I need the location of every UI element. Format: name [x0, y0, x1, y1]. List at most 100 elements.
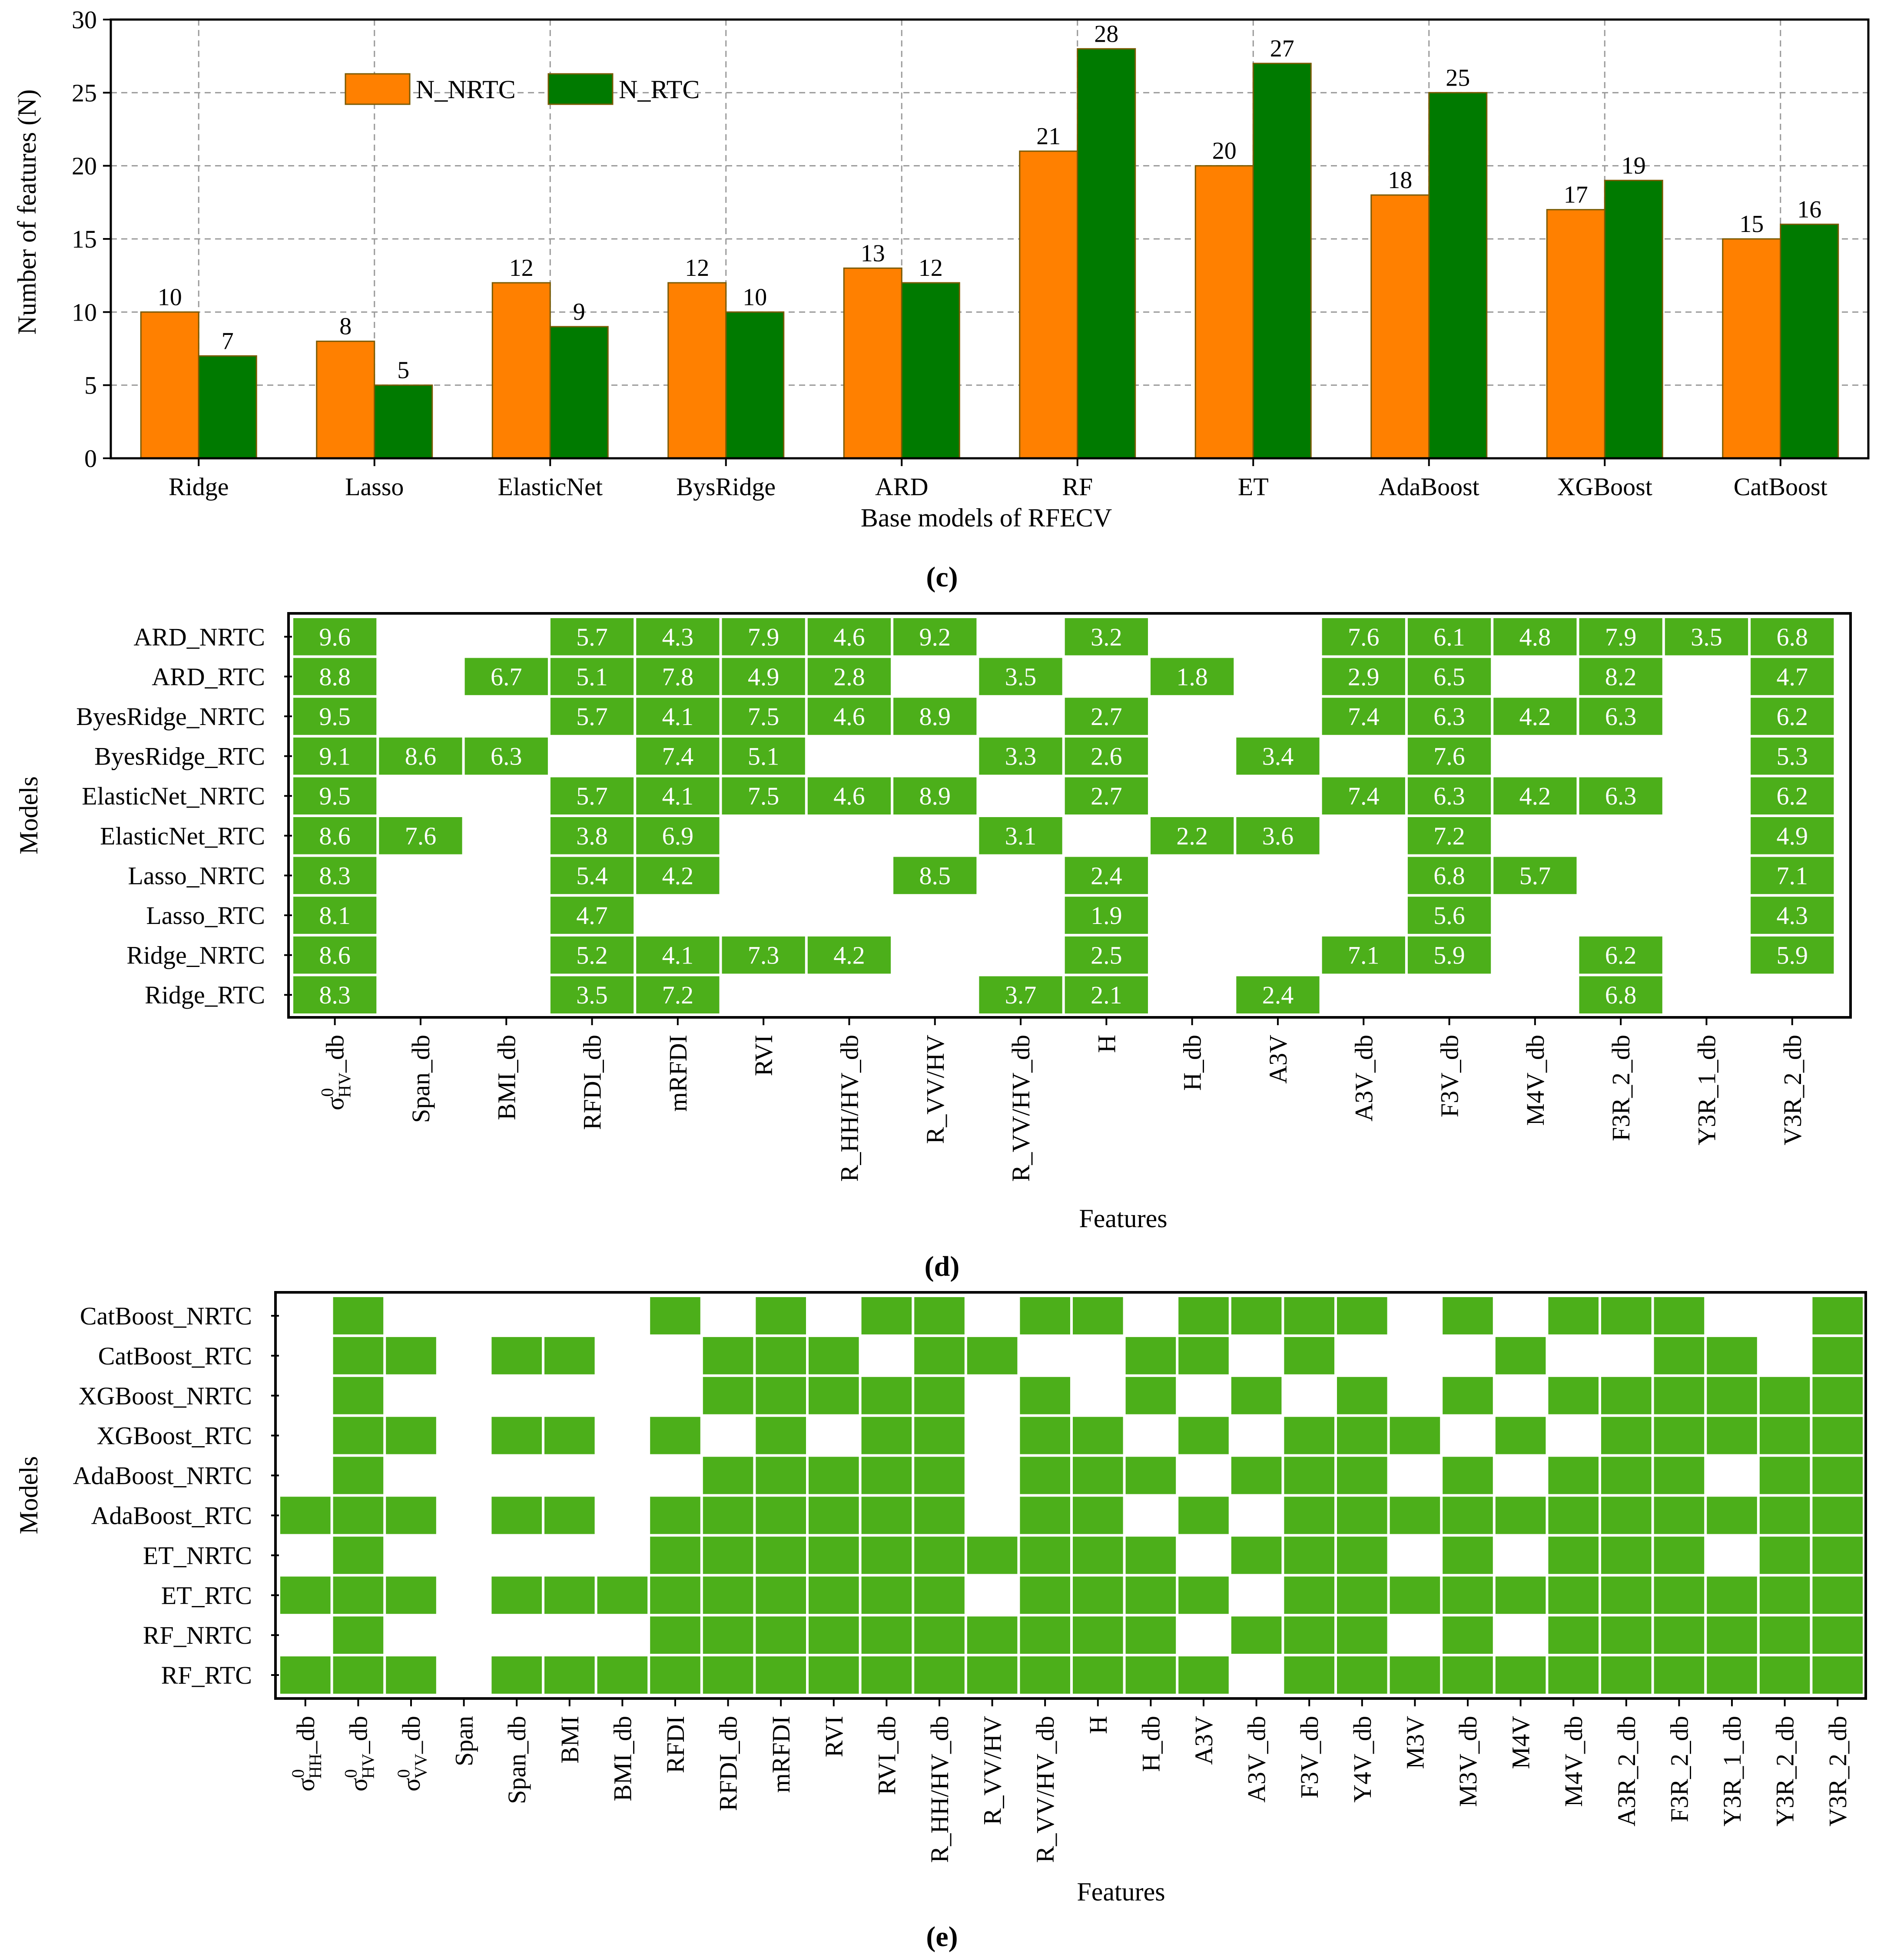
x-tick-label: R_VV/HV_db	[1031, 1716, 1059, 1863]
y-tick-label: 5	[84, 371, 97, 400]
cell-value: 6.3	[1433, 702, 1465, 731]
cell-value: 8.1	[319, 901, 351, 930]
cell-AdaBoost_NRTC-28	[1759, 1457, 1810, 1494]
cell-XGBoost_NRTC-8	[703, 1377, 753, 1414]
cell-ET_NRTC-8	[703, 1536, 753, 1574]
cell-Lasso_NRTC-3	[550, 857, 634, 894]
x-tick-label: Span	[450, 1716, 478, 1766]
cell-ARD_NRTC-7	[893, 618, 977, 656]
x-tick-label: Lasso	[345, 473, 404, 501]
cell-Ridge_RTC-4	[636, 976, 720, 1013]
x-tick-label: ElasticNet	[498, 473, 603, 501]
cell-ARD_RTC-5	[722, 658, 805, 695]
data-label: 15	[1739, 211, 1764, 238]
label-sub: VV	[411, 1754, 431, 1779]
cell-Lasso_NRTC-14	[1493, 857, 1577, 894]
data-label: 12	[509, 255, 534, 281]
cell-value: 6.9	[662, 822, 694, 850]
bar-N_NRTC-ET	[1194, 165, 1254, 459]
cell-XGBoost_NRTC-10	[809, 1377, 859, 1414]
cell-ElasticNet_RTC-0	[293, 817, 377, 854]
cell-ARD_NRTC-15	[1579, 618, 1662, 656]
cell-RF_NRTC-27	[1707, 1616, 1757, 1654]
x-tick-label: BysRidge	[676, 473, 776, 501]
cell-ByesRidge_RTC-17	[1751, 737, 1834, 775]
cell-value: 9.1	[319, 742, 351, 771]
x-tick-label: H_db	[1137, 1716, 1165, 1772]
bar-N_RTC-RF	[1077, 48, 1136, 459]
cell-value: 8.3	[319, 981, 351, 1009]
x-tick-label: RFDI_db	[714, 1716, 743, 1811]
cell-Ridge_NRTC-9	[1065, 936, 1148, 974]
cell-value: 2.6	[1091, 742, 1122, 771]
bar-N_RTC-ARD	[901, 282, 960, 459]
cell-Lasso_RTC-9	[1065, 897, 1148, 934]
cell-ElasticNet_NRTC-5	[722, 777, 805, 814]
cell-AdaBoost_RTC-15	[1073, 1496, 1123, 1534]
y-tick-label: Lasso_RTC	[146, 901, 265, 930]
y-tick-label: ByesRidge_NRTC	[76, 702, 265, 731]
cell-ByesRidge_NRTC-12	[1322, 698, 1405, 735]
cell-ByesRidge_NRTC-14	[1493, 698, 1577, 735]
cell-ByesRidge_NRTC-13	[1407, 698, 1491, 735]
heatmap-panel-d: 9.6 5.7 4.3 7.9 4.6 9.2 3.2 7.6 6.1 4.8 7.9 3.5 6.8 8…	[14, 612, 1852, 1282]
data-label: 16	[1797, 196, 1821, 223]
cell-ByesRidge_RTC-13	[1407, 737, 1491, 775]
cell-value: 4.2	[1519, 782, 1551, 810]
cell-value: 1.8	[1176, 662, 1208, 691]
cell-RF_RTC-29	[1812, 1656, 1863, 1694]
cell-value: 8.6	[405, 742, 437, 771]
cell-ElasticNet_NRTC-9	[1065, 777, 1148, 814]
cell-value: 7.1	[1348, 941, 1380, 970]
cell-value: 5.7	[576, 623, 608, 651]
cell-CatBoost_RTC-13	[967, 1337, 1018, 1374]
cell-ByesRidge_NRTC-3	[550, 698, 634, 735]
cell-value: 9.5	[319, 702, 351, 731]
cell-AdaBoost_RTC-29	[1812, 1496, 1863, 1534]
cell-ElasticNet_RTC-17	[1751, 817, 1834, 854]
cell-value: 7.1	[1777, 861, 1808, 890]
cell-value: 7.8	[662, 662, 694, 691]
cell-ARD_RTC-0	[293, 658, 377, 695]
x-tick-label: ET	[1238, 473, 1269, 501]
cell-ElasticNet_RTC-8	[979, 817, 1062, 854]
cell-Ridge_NRTC-17	[1751, 936, 1834, 974]
cell-RF_NRTC-9	[756, 1616, 806, 1654]
cell-CatBoost_RTC-17	[1178, 1337, 1229, 1374]
cell-value: 5.9	[1433, 941, 1465, 970]
cell-ET_NRTC-19	[1284, 1536, 1334, 1574]
cell-Lasso_NRTC-9	[1065, 857, 1148, 894]
x-axis-label: Features	[1079, 1204, 1167, 1233]
cell-Ridge_NRTC-13	[1407, 936, 1491, 974]
cell-value: 4.2	[1519, 702, 1551, 731]
x-tick-label: RVI	[820, 1716, 848, 1757]
cell-RF_NRTC-22	[1443, 1616, 1493, 1654]
cell-ET_NRTC-28	[1759, 1536, 1810, 1574]
cell-RF_NRTC-16	[1125, 1616, 1176, 1654]
x-tick-label: F3R_2_db	[1607, 1035, 1635, 1141]
cell-RF_RTC-15	[1073, 1656, 1123, 1694]
cell-Ridge_NRTC-4	[636, 936, 720, 974]
cell-AdaBoost_NRTC-15	[1073, 1457, 1123, 1494]
cell-value: 4.7	[576, 901, 608, 930]
cell-ARD_NRTC-6	[807, 618, 891, 656]
y-tick-label: ARD_NRTC	[133, 623, 265, 651]
cell-ByesRidge_NRTC-7	[893, 698, 977, 735]
cell-AdaBoost_NRTC-1	[333, 1457, 384, 1494]
cell-ByesRidge_NRTC-9	[1065, 698, 1148, 735]
cell-RF_RTC-26	[1654, 1656, 1705, 1694]
cell-value: 2.4	[1262, 981, 1294, 1009]
cell-value: 5.3	[1777, 742, 1808, 771]
data-labels: 10 7 8 5 12 9 12 10 13 12 21 28 20 27 18 25 17 19 15 16	[158, 20, 1822, 384]
cell-ET_NRTC-13	[967, 1536, 1018, 1574]
cell-AdaBoost_RTC-14	[1020, 1496, 1070, 1534]
x-tick-label: R_VV/HV	[921, 1035, 949, 1144]
cell-ET_NRTC-22	[1443, 1536, 1493, 1574]
label-part: σ	[397, 1778, 425, 1791]
x-tick-label: σ0HV_db	[318, 1035, 355, 1110]
cell-ARD_RTC-2	[464, 658, 548, 695]
cell-value: 9.5	[319, 782, 351, 810]
cell-CatBoost_RTC-29	[1812, 1337, 1863, 1374]
x-tick-label: σ0HV_db	[341, 1716, 378, 1791]
cell-value: 2.7	[1091, 782, 1122, 810]
